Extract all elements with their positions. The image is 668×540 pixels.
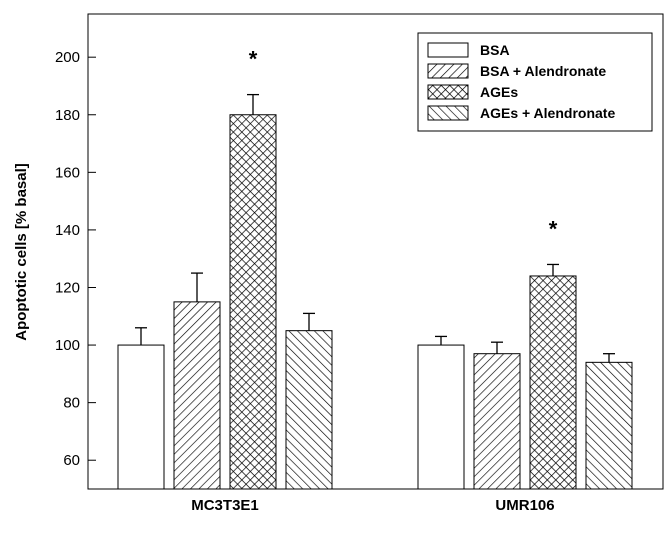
bar xyxy=(529,275,577,490)
category-label: MC3T3E1 xyxy=(191,497,259,514)
legend-swatch xyxy=(427,63,469,79)
bars-group: ** xyxy=(117,47,633,490)
y-tick-label: 140 xyxy=(55,222,80,239)
y-tick-label: 100 xyxy=(55,337,80,354)
bar xyxy=(285,330,333,490)
bar xyxy=(585,361,633,490)
legend-label: BSA + Alendronate xyxy=(480,63,606,79)
y-axis: 60 80 100 120 140 160 180 200 xyxy=(55,49,96,469)
legend-label: BSA xyxy=(480,42,510,58)
bar xyxy=(473,353,521,490)
y-axis-title: Apoptotic cells [% basal] xyxy=(13,163,30,341)
significance-marker: * xyxy=(249,47,258,72)
bar xyxy=(173,301,221,490)
bar xyxy=(417,344,465,490)
y-tick-label: 180 xyxy=(55,107,80,124)
y-tick-label: 160 xyxy=(55,164,80,181)
y-tick-label: 120 xyxy=(55,279,80,296)
legend-label: AGEs + Alendronate xyxy=(480,105,615,121)
legend-swatch xyxy=(427,84,469,100)
legend-label: AGEs xyxy=(480,84,518,100)
plot-frame xyxy=(87,13,664,490)
x-axis-labels: MC3T3E1 UMR106 xyxy=(191,497,554,514)
legend-swatch xyxy=(427,105,469,121)
y-tick-label: 60 xyxy=(63,452,80,469)
bar xyxy=(117,344,165,490)
significance-marker: * xyxy=(549,216,558,241)
legend: BSA BSA + Alendronate AGEs AGEs + Alendrona… xyxy=(417,32,653,132)
y-tick-label: 80 xyxy=(63,395,80,412)
y-tick-label: 200 xyxy=(55,49,80,66)
category-label: UMR106 xyxy=(495,497,554,514)
bar xyxy=(229,114,277,490)
legend-swatch xyxy=(427,42,469,58)
